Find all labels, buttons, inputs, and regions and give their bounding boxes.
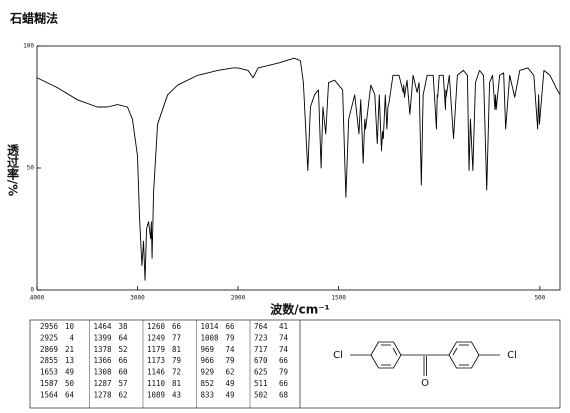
peak-wavenumber: 723: [254, 333, 268, 342]
peak-wavenumber: 1287: [94, 379, 112, 388]
peak-transmittance: 66: [279, 356, 289, 365]
peak-transmittance: 50: [65, 379, 75, 388]
peak-transmittance: 62: [118, 390, 127, 399]
peak-wavenumber: 1278: [94, 390, 113, 399]
peak-wavenumber: 1014: [201, 322, 220, 331]
peak-wavenumber: 2855: [40, 356, 58, 365]
peak-wavenumber: 2869: [40, 345, 58, 354]
peak-transmittance: 62: [225, 368, 234, 377]
peak-wavenumber: 717: [254, 345, 268, 354]
peak-transmittance: 38: [118, 322, 128, 331]
plot-frame: [36, 45, 561, 291]
peak-transmittance: 74: [225, 345, 235, 354]
y-axis-label: 透过率/%: [6, 143, 20, 196]
peak-transmittance: 64: [118, 333, 128, 342]
peak-transmittance: 72: [172, 368, 181, 377]
peak-transmittance: 64: [65, 390, 75, 399]
x-tick-label: 4000: [30, 295, 45, 302]
peak-transmittance: 4: [69, 333, 74, 342]
peak-wavenumber: 1110: [147, 379, 166, 388]
y-tick-label: 0: [30, 287, 34, 294]
y-tick-label: 50: [27, 165, 35, 172]
peak-wavenumber: 929: [201, 368, 215, 377]
peak-wavenumber: 1308: [94, 368, 113, 377]
peak-transmittance: 81: [172, 345, 181, 354]
peak-transmittance: 68: [279, 390, 289, 399]
peak-transmittance: 81: [172, 379, 181, 388]
atom-label: O: [421, 378, 429, 389]
y-tick-label: 100: [23, 43, 34, 50]
peak-wavenumber: 1653: [40, 368, 58, 377]
peak-wavenumber: 1464: [94, 322, 113, 331]
peak-wavenumber: 966: [201, 356, 215, 365]
peak-transmittance: 52: [118, 345, 127, 354]
peak-wavenumber: 1173: [147, 356, 165, 365]
peak-wavenumber: 1089: [147, 390, 165, 399]
peak-transmittance: 60: [118, 368, 128, 377]
peak-wavenumber: 1564: [40, 390, 59, 399]
x-tick-label: 3000: [130, 295, 145, 302]
peak-wavenumber: 764: [254, 322, 268, 331]
spectrum-line: [36, 57, 561, 281]
peak-wavenumber: 1179: [147, 345, 165, 354]
atom-label: Cl: [507, 350, 517, 361]
peak-transmittance: 66: [279, 379, 289, 388]
peak-transmittance: 66: [118, 356, 128, 365]
peak-transmittance: 21: [65, 345, 74, 354]
peak-wavenumber: 502: [254, 390, 268, 399]
peak-transmittance: 13: [65, 356, 74, 365]
peak-transmittance: 41: [279, 322, 288, 331]
peak-transmittance: 79: [172, 356, 181, 365]
peak-wavenumber: 1378: [94, 345, 113, 354]
peak-wavenumber: 2956: [40, 322, 59, 331]
peak-wavenumber: 1249: [147, 333, 165, 342]
peak-transmittance: 74: [279, 333, 289, 342]
peak-transmittance: 43: [172, 390, 181, 399]
peak-transmittance: 49: [225, 390, 234, 399]
peak-wavenumber: 1366: [94, 356, 113, 365]
chart-title: 石蜡糊法: [9, 11, 58, 26]
peak-transmittance: 66: [172, 322, 182, 331]
x-tick-label: 2000: [231, 295, 246, 302]
peak-transmittance: 79: [279, 368, 288, 377]
peak-transmittance: 79: [225, 356, 234, 365]
peak-transmittance: 57: [118, 379, 127, 388]
peak-transmittance: 66: [225, 322, 235, 331]
x-axis-label: 波数/cm⁻¹: [270, 302, 330, 317]
peak-wavenumber: 625: [254, 368, 268, 377]
peak-transmittance: 74: [279, 345, 289, 354]
peak-transmittance: 49: [225, 379, 234, 388]
peak-wavenumber: 1399: [94, 333, 112, 342]
peak-transmittance: 77: [172, 333, 181, 342]
molecule: [350, 341, 500, 376]
peak-wavenumber: 969: [201, 345, 215, 354]
peak-wavenumber: 2925: [40, 333, 58, 342]
x-tick-label: 1500: [331, 295, 346, 302]
peak-wavenumber: 833: [201, 390, 215, 399]
peak-transmittance: 49: [65, 368, 74, 377]
x-tick-label: 500: [534, 295, 545, 302]
peak-wavenumber: 511: [254, 379, 268, 388]
atom-label: Cl: [333, 350, 343, 361]
peak-wavenumber: 1260: [147, 322, 166, 331]
peak-transmittance: 10: [65, 322, 75, 331]
peak-wavenumber: 1587: [40, 379, 58, 388]
peak-transmittance: 79: [225, 333, 234, 342]
peak-wavenumber: 1008: [201, 333, 220, 342]
table-frame: [29, 319, 561, 409]
peak-wavenumber: 1146: [147, 368, 166, 377]
peak-wavenumber: 670: [254, 356, 268, 365]
peak-wavenumber: 852: [201, 379, 215, 388]
